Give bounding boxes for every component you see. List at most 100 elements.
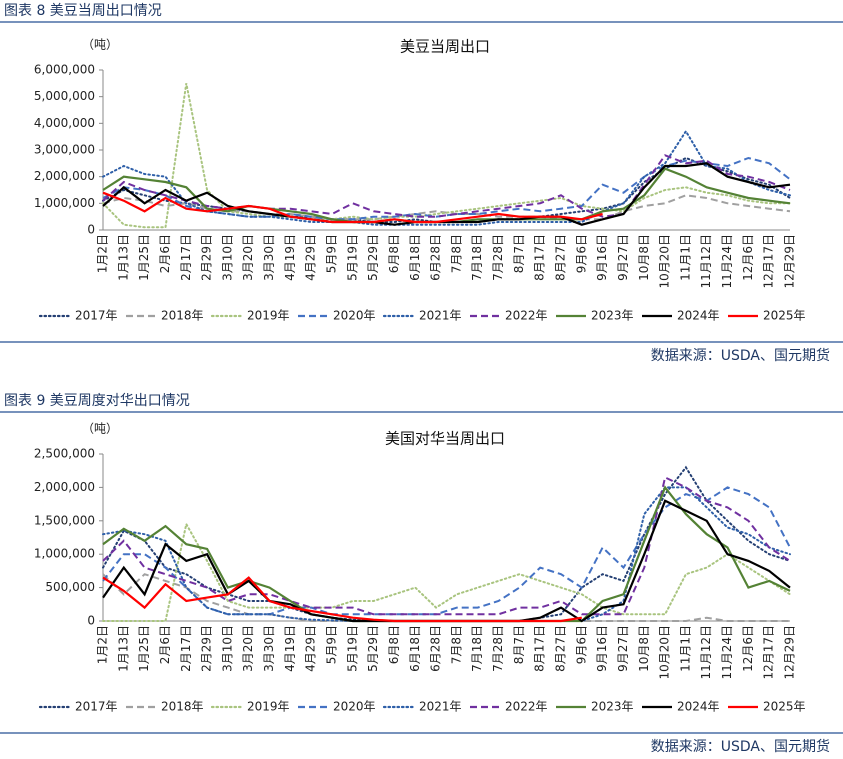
legend-label: 2019年	[247, 309, 290, 323]
x-tick-label: 7月18日	[470, 625, 484, 672]
legend-label: 2018年	[161, 309, 204, 323]
legend-label: 2024年	[677, 309, 720, 323]
x-tick-label: 12月17日	[762, 625, 776, 680]
x-tick-label: 9月16日	[595, 234, 609, 281]
x-tick-label: 8月7日	[512, 234, 526, 273]
series-line	[102, 475, 791, 616]
legend-label: 2022年	[505, 309, 548, 323]
x-tick-label: 10月20日	[658, 625, 672, 680]
x-tick-label: 8月7日	[512, 625, 526, 664]
x-tick-label: 7月8日	[449, 234, 463, 273]
x-tick-label: 6月18日	[408, 625, 422, 672]
x-tick-label: 6月18日	[408, 234, 422, 281]
x-tick-label: 6月28日	[429, 625, 443, 672]
x-tick-label: 11月1日	[678, 625, 692, 672]
legend-label: 2022年	[505, 700, 548, 714]
y-tick-label: 1,500,000	[34, 513, 95, 527]
legend-label: 2023年	[591, 700, 634, 714]
x-tick-label: 3月10日	[220, 625, 234, 672]
legend-label: 2021年	[419, 700, 462, 714]
y-tick-label: 5,000,000	[34, 89, 95, 103]
y-tick-label: 0	[87, 223, 95, 237]
legend-label: 2018年	[161, 700, 204, 714]
x-tick-label: 2月6日	[158, 234, 172, 273]
x-tick-label: 1月25日	[137, 625, 151, 672]
series-line	[102, 154, 791, 218]
figure-source: 数据来源：USDA、国元期货	[651, 347, 830, 364]
x-tick-label: 2月17日	[179, 234, 193, 281]
figure-caption: 图表 8 美豆当周出口情况	[4, 3, 162, 19]
y-tick-label: 6,000,000	[34, 63, 95, 77]
series-line	[102, 83, 791, 229]
y-tick-label: 2,000,000	[34, 480, 95, 494]
x-tick-label: 7月28日	[491, 234, 505, 281]
x-tick-label: 12月17日	[762, 234, 776, 289]
y-tick-label: 1,000,000	[34, 196, 95, 210]
x-tick-label: 10月8日	[637, 625, 651, 672]
x-tick-label: 10月20日	[658, 234, 672, 289]
series-line	[102, 576, 582, 623]
figure-source: 数据来源：USDA、国元期货	[651, 738, 830, 755]
x-tick-label: 12月29日	[783, 234, 797, 289]
x-tick-label: 8月27日	[554, 234, 568, 281]
x-tick-label: 1月2日	[96, 625, 110, 664]
y-tick-label: 4,000,000	[34, 116, 95, 130]
x-tick-label: 5月19日	[345, 234, 359, 281]
x-tick-label: 3月20日	[241, 234, 255, 281]
legend-label: 2024年	[677, 700, 720, 714]
x-tick-label: 11月12日	[699, 625, 713, 680]
x-tick-label: 3月20日	[241, 625, 255, 672]
x-tick-label: 6月8日	[387, 625, 401, 664]
x-tick-label: 11月1日	[678, 234, 692, 281]
x-tick-label: 1月13日	[116, 234, 130, 281]
series-line	[102, 167, 791, 224]
chart-title: 美豆当周出口	[400, 38, 490, 56]
x-tick-label: 1月2日	[96, 234, 110, 273]
x-tick-label: 9月27日	[616, 625, 630, 672]
x-tick-label: 8月27日	[554, 625, 568, 672]
x-tick-label: 8月17日	[533, 234, 547, 281]
chart-title: 美国对华当周出口	[385, 430, 505, 448]
x-tick-label: 5月9日	[325, 625, 339, 664]
y-tick-label: 2,000,000	[34, 169, 95, 183]
x-tick-label: 11月24日	[720, 234, 734, 289]
x-tick-label: 5月29日	[366, 234, 380, 281]
x-tick-label: 4月19日	[283, 625, 297, 672]
series-line	[102, 129, 791, 226]
y-axis-label: （吨）	[82, 422, 118, 436]
x-tick-label: 5月19日	[345, 625, 359, 672]
legend-label: 2017年	[75, 309, 118, 323]
series-line	[102, 521, 791, 622]
x-tick-label: 1月25日	[137, 234, 151, 281]
x-tick-label: 9月6日	[574, 234, 588, 273]
x-tick-label: 3月10日	[220, 234, 234, 281]
x-tick-label: 12月6日	[741, 625, 755, 672]
x-tick-label: 3月30日	[262, 625, 276, 672]
x-tick-label: 3月30日	[262, 234, 276, 281]
x-tick-label: 12月29日	[783, 625, 797, 680]
legend-label: 2020年	[333, 309, 376, 323]
figure-caption: 图表 9 美豆周度对华出口情况	[4, 393, 190, 409]
x-tick-label: 2月17日	[179, 625, 193, 672]
legend-label: 2017年	[75, 700, 118, 714]
series-line	[102, 162, 791, 226]
y-tick-label: 1,000,000	[34, 547, 95, 561]
x-tick-label: 9月6日	[574, 625, 588, 664]
x-tick-label: 4月29日	[304, 625, 318, 672]
x-tick-label: 8月17日	[533, 625, 547, 672]
x-tick-label: 4月19日	[283, 234, 297, 281]
x-tick-label: 7月28日	[491, 625, 505, 672]
y-tick-label: 3,000,000	[34, 143, 95, 157]
x-tick-label: 4月29日	[304, 234, 318, 281]
legend-label: 2020年	[333, 700, 376, 714]
series-line	[102, 191, 603, 224]
legend-label: 2019年	[247, 700, 290, 714]
legend-label: 2023年	[591, 309, 634, 323]
y-tick-label: 0	[87, 614, 95, 628]
x-tick-label: 6月8日	[387, 234, 401, 273]
y-tick-label: 2,500,000	[34, 447, 95, 461]
legend-label: 2021年	[419, 309, 462, 323]
x-tick-label: 2月6日	[158, 625, 172, 664]
